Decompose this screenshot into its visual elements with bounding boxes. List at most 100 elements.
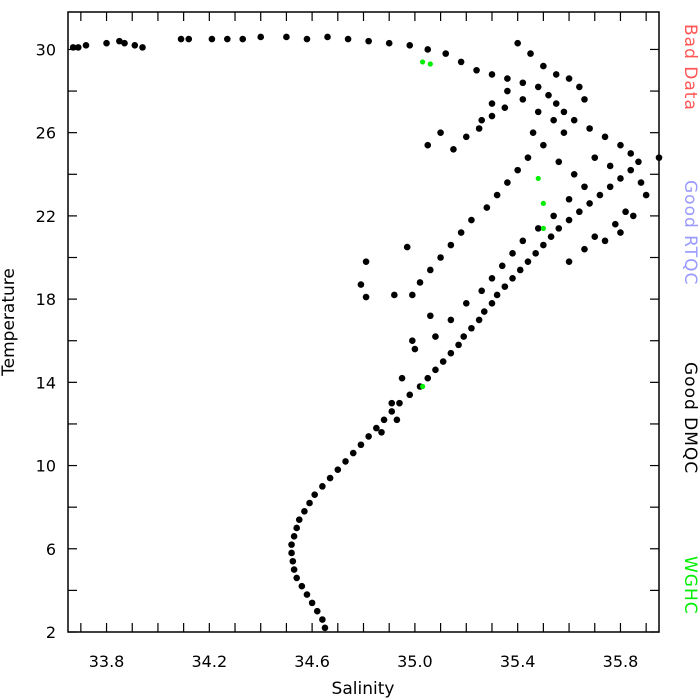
data-point xyxy=(103,39,110,47)
data-point xyxy=(424,141,432,149)
data-point xyxy=(420,59,426,65)
data-point xyxy=(295,516,303,523)
data-point xyxy=(591,233,599,240)
data-point xyxy=(524,154,532,161)
data-point xyxy=(488,100,496,107)
data-point xyxy=(427,61,433,67)
x-tick-label: 33.8 xyxy=(89,652,125,671)
data-point xyxy=(365,433,372,440)
data-point xyxy=(612,220,619,228)
data-point xyxy=(420,383,426,390)
data-point xyxy=(396,399,403,407)
data-point xyxy=(519,237,527,245)
y-tick-label: 26 xyxy=(36,124,56,143)
data-point xyxy=(586,125,593,132)
data-point xyxy=(514,39,521,47)
data-point xyxy=(527,50,534,57)
data-point xyxy=(555,225,563,232)
y-tick-label: 30 xyxy=(36,40,56,59)
data-point xyxy=(524,258,532,265)
data-point xyxy=(601,133,609,141)
data-point xyxy=(334,466,342,474)
data-point xyxy=(409,291,416,299)
data-point xyxy=(365,37,372,45)
data-point xyxy=(493,191,501,199)
data-point xyxy=(462,133,470,141)
data-point xyxy=(576,208,583,216)
x-tick-label: 35.0 xyxy=(397,652,433,671)
data-point xyxy=(555,158,563,166)
data-point xyxy=(488,112,496,120)
data-point xyxy=(388,399,396,407)
data-point xyxy=(637,179,645,186)
data-point xyxy=(437,129,444,136)
points-layer xyxy=(69,33,663,632)
data-point xyxy=(545,91,552,99)
data-point xyxy=(432,366,439,374)
data-point xyxy=(308,599,316,607)
data-point xyxy=(540,241,547,249)
data-point xyxy=(311,491,318,498)
data-point xyxy=(432,333,439,340)
data-point xyxy=(380,416,388,424)
data-point xyxy=(306,499,313,507)
data-point xyxy=(324,33,331,41)
data-point xyxy=(468,216,475,224)
data-point xyxy=(591,154,599,161)
legend-label-good-rtqc: Good RTQC xyxy=(680,180,700,286)
data-point xyxy=(208,35,216,43)
data-point xyxy=(303,35,311,43)
data-point xyxy=(393,416,401,424)
data-point xyxy=(116,37,123,45)
data-point xyxy=(82,41,90,49)
data-point xyxy=(581,183,588,191)
data-point xyxy=(627,150,635,157)
data-point xyxy=(411,345,419,353)
data-point xyxy=(565,75,573,82)
data-point xyxy=(462,299,470,307)
x-tick-label: 35.8 xyxy=(603,652,639,671)
data-point xyxy=(570,170,578,178)
data-point xyxy=(290,566,298,573)
data-point xyxy=(424,46,432,53)
data-point xyxy=(362,258,370,265)
y-tick-label: 18 xyxy=(36,290,56,309)
data-point xyxy=(547,233,555,240)
data-point xyxy=(488,299,496,307)
data-point xyxy=(257,33,265,41)
data-point xyxy=(457,58,465,66)
data-point xyxy=(606,183,614,191)
data-point xyxy=(131,41,139,49)
data-point xyxy=(437,254,444,261)
data-point xyxy=(457,229,465,236)
data-point xyxy=(565,216,573,224)
data-point xyxy=(349,449,357,457)
y-axis-label: Temperature xyxy=(0,268,19,377)
data-point xyxy=(596,191,604,199)
data-point xyxy=(288,541,295,548)
data-point xyxy=(293,524,300,532)
data-point xyxy=(301,508,308,515)
data-point xyxy=(514,166,521,174)
x-tick-label: 34.2 xyxy=(192,652,228,671)
legend-label-wghc: WGHC xyxy=(680,556,700,615)
plot-frame xyxy=(67,11,660,633)
data-point xyxy=(403,243,411,251)
data-point xyxy=(552,71,560,78)
data-point xyxy=(283,33,290,41)
data-point xyxy=(326,474,334,482)
data-point xyxy=(321,624,329,632)
data-point xyxy=(519,79,527,87)
data-point xyxy=(362,293,370,301)
data-point xyxy=(177,35,185,43)
data-point xyxy=(504,87,511,95)
data-point xyxy=(290,532,298,540)
data-point xyxy=(630,212,637,220)
data-point xyxy=(535,175,541,182)
data-point xyxy=(442,50,450,57)
data-point xyxy=(519,96,527,103)
data-point xyxy=(121,39,128,47)
y-tick-label: 2 xyxy=(46,623,56,642)
data-point xyxy=(406,41,414,49)
